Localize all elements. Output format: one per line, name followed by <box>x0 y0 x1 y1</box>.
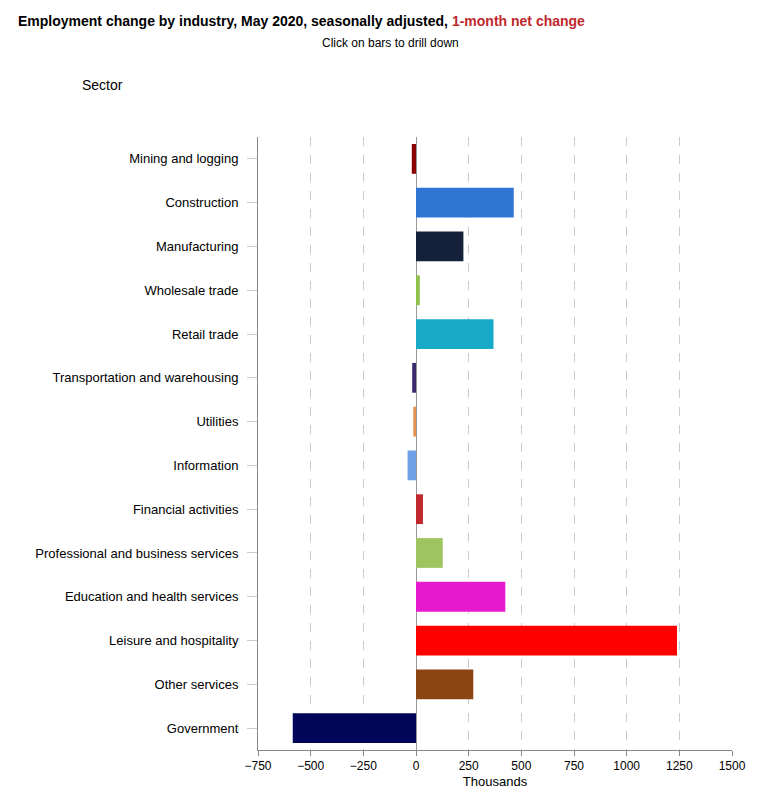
svg-text:Sector: Sector <box>82 77 123 93</box>
svg-text:Utilities: Utilities <box>196 414 238 429</box>
svg-text:250: 250 <box>459 759 479 773</box>
svg-text:1000: 1000 <box>613 759 640 773</box>
svg-text:0: 0 <box>413 759 420 773</box>
svg-text:Thousands: Thousands <box>463 774 528 789</box>
svg-text:Other services: Other services <box>155 677 239 692</box>
svg-text:Wholesale trade: Wholesale trade <box>144 283 238 298</box>
svg-text:Click on bars to drill down: Click on bars to drill down <box>322 36 459 50</box>
svg-text:−250: −250 <box>350 759 377 773</box>
svg-text:Mining and logging: Mining and logging <box>129 151 238 166</box>
svg-text:Leisure and hospitality: Leisure and hospitality <box>109 633 239 648</box>
svg-text:Retail trade: Retail trade <box>172 327 238 342</box>
svg-text:500: 500 <box>511 759 531 773</box>
svg-text:−500: −500 <box>297 759 324 773</box>
svg-text:Financial activities: Financial activities <box>133 502 239 517</box>
svg-text:Information: Information <box>173 458 238 473</box>
svg-text:Professional and business serv: Professional and business services <box>35 546 239 561</box>
svg-text:Transportation and warehousing: Transportation and warehousing <box>52 370 238 385</box>
svg-text:Government: Government <box>167 721 239 736</box>
svg-text:Education and health services: Education and health services <box>65 589 239 604</box>
svg-text:−750: −750 <box>244 759 271 773</box>
svg-text:1250: 1250 <box>666 759 693 773</box>
svg-text:Manufacturing: Manufacturing <box>156 239 238 254</box>
svg-text:750: 750 <box>564 759 584 773</box>
svg-text:Construction: Construction <box>165 195 238 210</box>
svg-text:Employment change by industry,: Employment change by industry, May 2020,… <box>18 13 585 29</box>
svg-text:1500: 1500 <box>719 759 746 773</box>
